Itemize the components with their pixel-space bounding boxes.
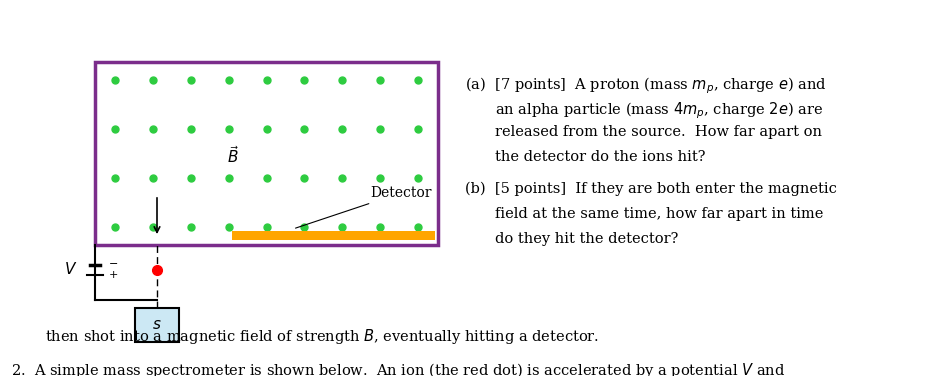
Bar [232,231,435,240]
Text: $s$: $s$ [152,318,162,332]
Text: then shot into a magnetic field of strength $B$, eventually hitting a detector.: then shot into a magnetic field of stren… [45,327,599,346]
Text: released from the source.  How far apart on: released from the source. How far apart … [495,125,822,139]
Text: Detector: Detector [296,186,432,228]
Text: (a)  [7 points]  A proton (mass $m_p$, charge $e$) and: (a) [7 points] A proton (mass $m_p$, cha… [465,75,827,96]
Text: field at the same time, how far apart in time: field at the same time, how far apart in… [495,207,824,221]
Text: $-$: $-$ [108,258,118,267]
Text: do they hit the detector?: do they hit the detector? [495,232,678,246]
Text: (b)  [5 points]  If they are both enter the magnetic: (b) [5 points] If they are both enter th… [465,182,837,196]
Text: $+$: $+$ [108,269,118,280]
Bar [135,308,179,342]
Bar [95,62,438,245]
Text: $V$: $V$ [64,261,77,277]
Text: an alpha particle (mass $4m_p$, charge $2e$) are: an alpha particle (mass $4m_p$, charge $… [495,100,824,121]
Text: the detector do the ions hit?: the detector do the ions hit? [495,150,705,164]
Text: 2.  A simple mass spectrometer is shown below.  An ion (the red dot) is accelera: 2. A simple mass spectrometer is shown b… [11,361,785,376]
Text: $\vec{B}$: $\vec{B}$ [227,145,239,166]
